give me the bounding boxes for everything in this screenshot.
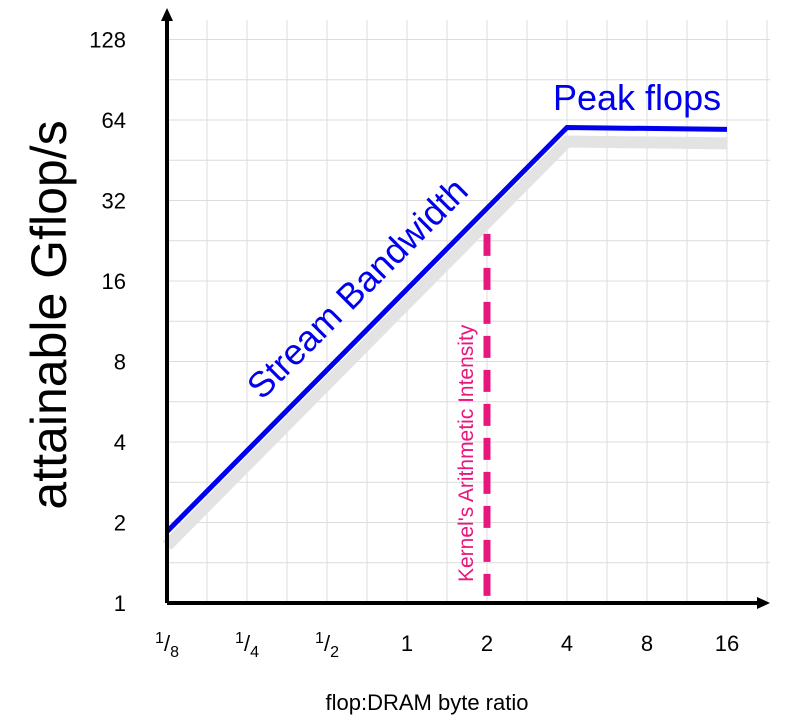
y-axis-arrow: [161, 8, 173, 21]
y-tick-label: 4: [114, 430, 126, 455]
kernel-intensity-label: Kernel's Arithmetic Intensity: [455, 324, 478, 582]
y-axis-label: attainable Gflop/s: [21, 120, 77, 509]
x-tick-label: 1/2: [315, 630, 339, 661]
x-tick-label: 2: [481, 631, 493, 656]
x-axis-label: flop:DRAM byte ratio: [326, 690, 529, 715]
y-tick-label: 128: [89, 28, 126, 53]
y-tick-labels: 1 2 4 8 16 32 64 128: [89, 28, 126, 617]
x-tick-label: 1: [401, 631, 413, 656]
roofline: [162, 124, 728, 550]
axes: [161, 8, 770, 609]
x-axis-arrow: [757, 597, 770, 609]
y-tick-label: 64: [102, 108, 126, 133]
x-tick-label: 8: [641, 631, 653, 656]
y-tick-label: 32: [102, 189, 126, 214]
x-tick-label: 1/8: [155, 630, 179, 661]
y-tick-label: 2: [114, 511, 126, 536]
grid-lines: [167, 20, 770, 603]
y-tick-label: 1: [114, 591, 126, 616]
stream-bandwidth-label: Stream Bandwidth: [239, 170, 476, 407]
x-tick-label: 4: [561, 631, 573, 656]
x-tick-label: 1/4: [235, 630, 259, 661]
y-tick-label: 16: [102, 269, 126, 294]
y-tick-label: 8: [114, 350, 126, 375]
x-tick-label: 16: [715, 631, 739, 656]
roofline-curve: [165, 124, 728, 534]
x-tick-labels: 1/8 1/4 1/2 1 2 4 8 16: [155, 630, 739, 661]
roofline-shadow: [162, 135, 728, 550]
peak-flops-label: Peak flops: [553, 77, 721, 118]
